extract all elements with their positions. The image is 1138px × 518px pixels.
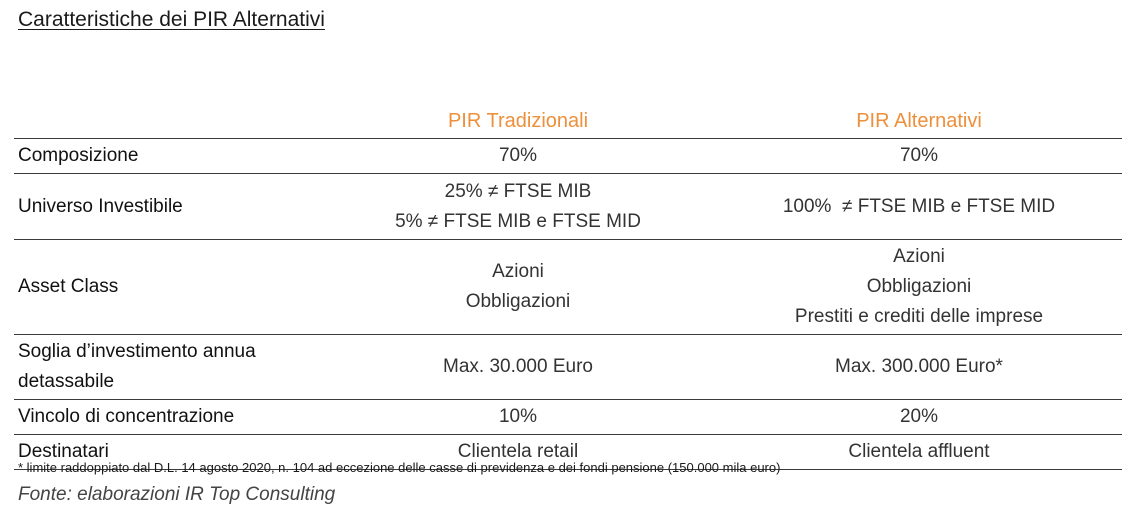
table-row: Vincolo di concentrazione 10% 20% [14, 399, 1122, 435]
column-header-empty [14, 104, 320, 139]
cell-line: 5% ≠ FTSE MIB e FTSE MID [395, 210, 641, 232]
row-label: Composizione [14, 138, 320, 174]
cell-line: Max. 300.000 Euro* [835, 356, 1003, 377]
source-note: Fonte: elaborazioni IR Top Consulting [18, 484, 336, 505]
cell-pir-tradizionali: 70% [320, 138, 716, 174]
cell-pir-tradizionali: 25% ≠ FTSE MIB 5% ≠ FTSE MIB e FTSE MID [320, 173, 716, 240]
cell-line: Azioni [492, 261, 544, 282]
cell-line: Prestiti e crediti delle imprese [794, 306, 1044, 327]
cell-line: Obbligazioni [866, 276, 972, 297]
table-row: Universo Investibile 25% ≠ FTSE MIB 5% ≠… [14, 173, 1122, 240]
column-header-pir-tradizionali: PIR Tradizionali [320, 104, 716, 139]
cell-line: 100% ≠ FTSE MIB e FTSE MID [782, 195, 1056, 217]
column-header-pir-alternativi: PIR Alternativi [716, 104, 1122, 139]
cell-line: Obbligazioni [465, 291, 571, 312]
table-row: Destinatari Clientela retail Clientela a… [14, 434, 1122, 470]
cell-line: 20% [899, 406, 939, 427]
cell-line: 70% [899, 145, 939, 166]
row-label: Asset Class [14, 239, 320, 335]
cell-line: 25% ≠ FTSE MIB [444, 180, 592, 202]
cell-pir-alternativi: Clientela affluent [716, 434, 1122, 470]
page-title: Caratteristiche dei PIR Alternativi [18, 8, 325, 31]
row-label: Soglia d’investimento annua detassabile [14, 334, 320, 400]
cell-line: 70% [498, 145, 538, 166]
cell-line: Azioni [893, 246, 945, 267]
cell-line: Clientela affluent [848, 441, 990, 462]
cell-pir-tradizionali: Azioni Obbligazioni [320, 239, 716, 335]
row-label: Vincolo di concentrazione [14, 399, 320, 435]
table-row: Soglia d’investimento annua detassabile … [14, 334, 1122, 400]
row-label: Destinatari [14, 434, 320, 470]
cell-pir-alternativi: 100% ≠ FTSE MIB e FTSE MID [716, 173, 1122, 240]
cell-line: Max. 30.000 Euro [443, 356, 593, 377]
cell-line: Clientela retail [457, 441, 579, 462]
cell-pir-alternativi: Azioni Obbligazioni Prestiti e crediti d… [716, 239, 1122, 335]
table-row: Asset Class Azioni Obbligazioni Azioni O… [14, 239, 1122, 335]
cell-line: 10% [498, 406, 538, 427]
pir-comparison-table: PIR Tradizionali PIR Alternativi Composi… [14, 104, 1122, 470]
cell-pir-tradizionali: Clientela retail [320, 434, 716, 470]
row-label: Universo Investibile [14, 173, 320, 240]
cell-pir-tradizionali: Max. 30.000 Euro [320, 334, 716, 400]
table-row: Composizione 70% 70% [14, 138, 1122, 174]
cell-pir-alternativi: 20% [716, 399, 1122, 435]
footnote: * limite raddoppiato dal D.L. 14 agosto … [18, 460, 781, 475]
cell-pir-alternativi: 70% [716, 138, 1122, 174]
cell-pir-tradizionali: 10% [320, 399, 716, 435]
cell-pir-alternativi: Max. 300.000 Euro* [716, 334, 1122, 400]
table-header-row: PIR Tradizionali PIR Alternativi [14, 104, 1122, 139]
